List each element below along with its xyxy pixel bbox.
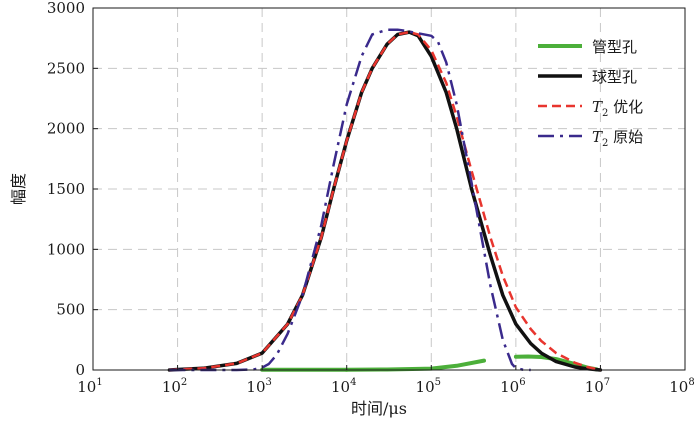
y-tick-label: 2000 bbox=[47, 120, 85, 138]
legend-label-0: 管型孔 bbox=[592, 38, 637, 56]
y-tick-label: 500 bbox=[56, 301, 85, 319]
legend-label-3: T2 原始 bbox=[592, 128, 643, 149]
grid bbox=[93, 8, 685, 370]
y-tick-label: 1000 bbox=[47, 240, 85, 258]
y-tick-labels: 0 500 1000 1500 2000 2500 3000 bbox=[47, 0, 85, 379]
series-layer bbox=[167, 28, 603, 372]
x-tick-label: 106 bbox=[500, 377, 525, 396]
ticks-layer bbox=[92, 7, 686, 371]
y-tick-label: 2500 bbox=[47, 59, 85, 77]
x-tick-label: 107 bbox=[585, 377, 610, 396]
y-tick-label: 1500 bbox=[47, 180, 85, 198]
y-axis-label: 幅度 bbox=[9, 173, 28, 205]
x-tick-label: 105 bbox=[416, 377, 441, 396]
x-tick-label: 102 bbox=[162, 377, 187, 396]
x-axis-label: 时间/μs bbox=[351, 399, 407, 418]
y-tick-label: 3000 bbox=[47, 0, 85, 17]
series-line-3 bbox=[169, 28, 531, 372]
x-tick-label: 104 bbox=[331, 377, 356, 396]
legend-label-2: T2 优化 bbox=[592, 98, 643, 119]
series-line-2 bbox=[169, 30, 601, 372]
series-line-0 bbox=[344, 358, 486, 372]
x-tick-label: 101 bbox=[77, 377, 102, 396]
series-line-1 bbox=[167, 30, 603, 372]
x-tick-labels: 101 102 103 104 105 106 107 108 bbox=[77, 377, 694, 396]
y-tick-label: 0 bbox=[75, 361, 85, 379]
x-tick-label: 103 bbox=[246, 377, 271, 396]
legend-label-1: 球型孔 bbox=[592, 68, 637, 86]
x-tick-label: 108 bbox=[669, 377, 694, 396]
